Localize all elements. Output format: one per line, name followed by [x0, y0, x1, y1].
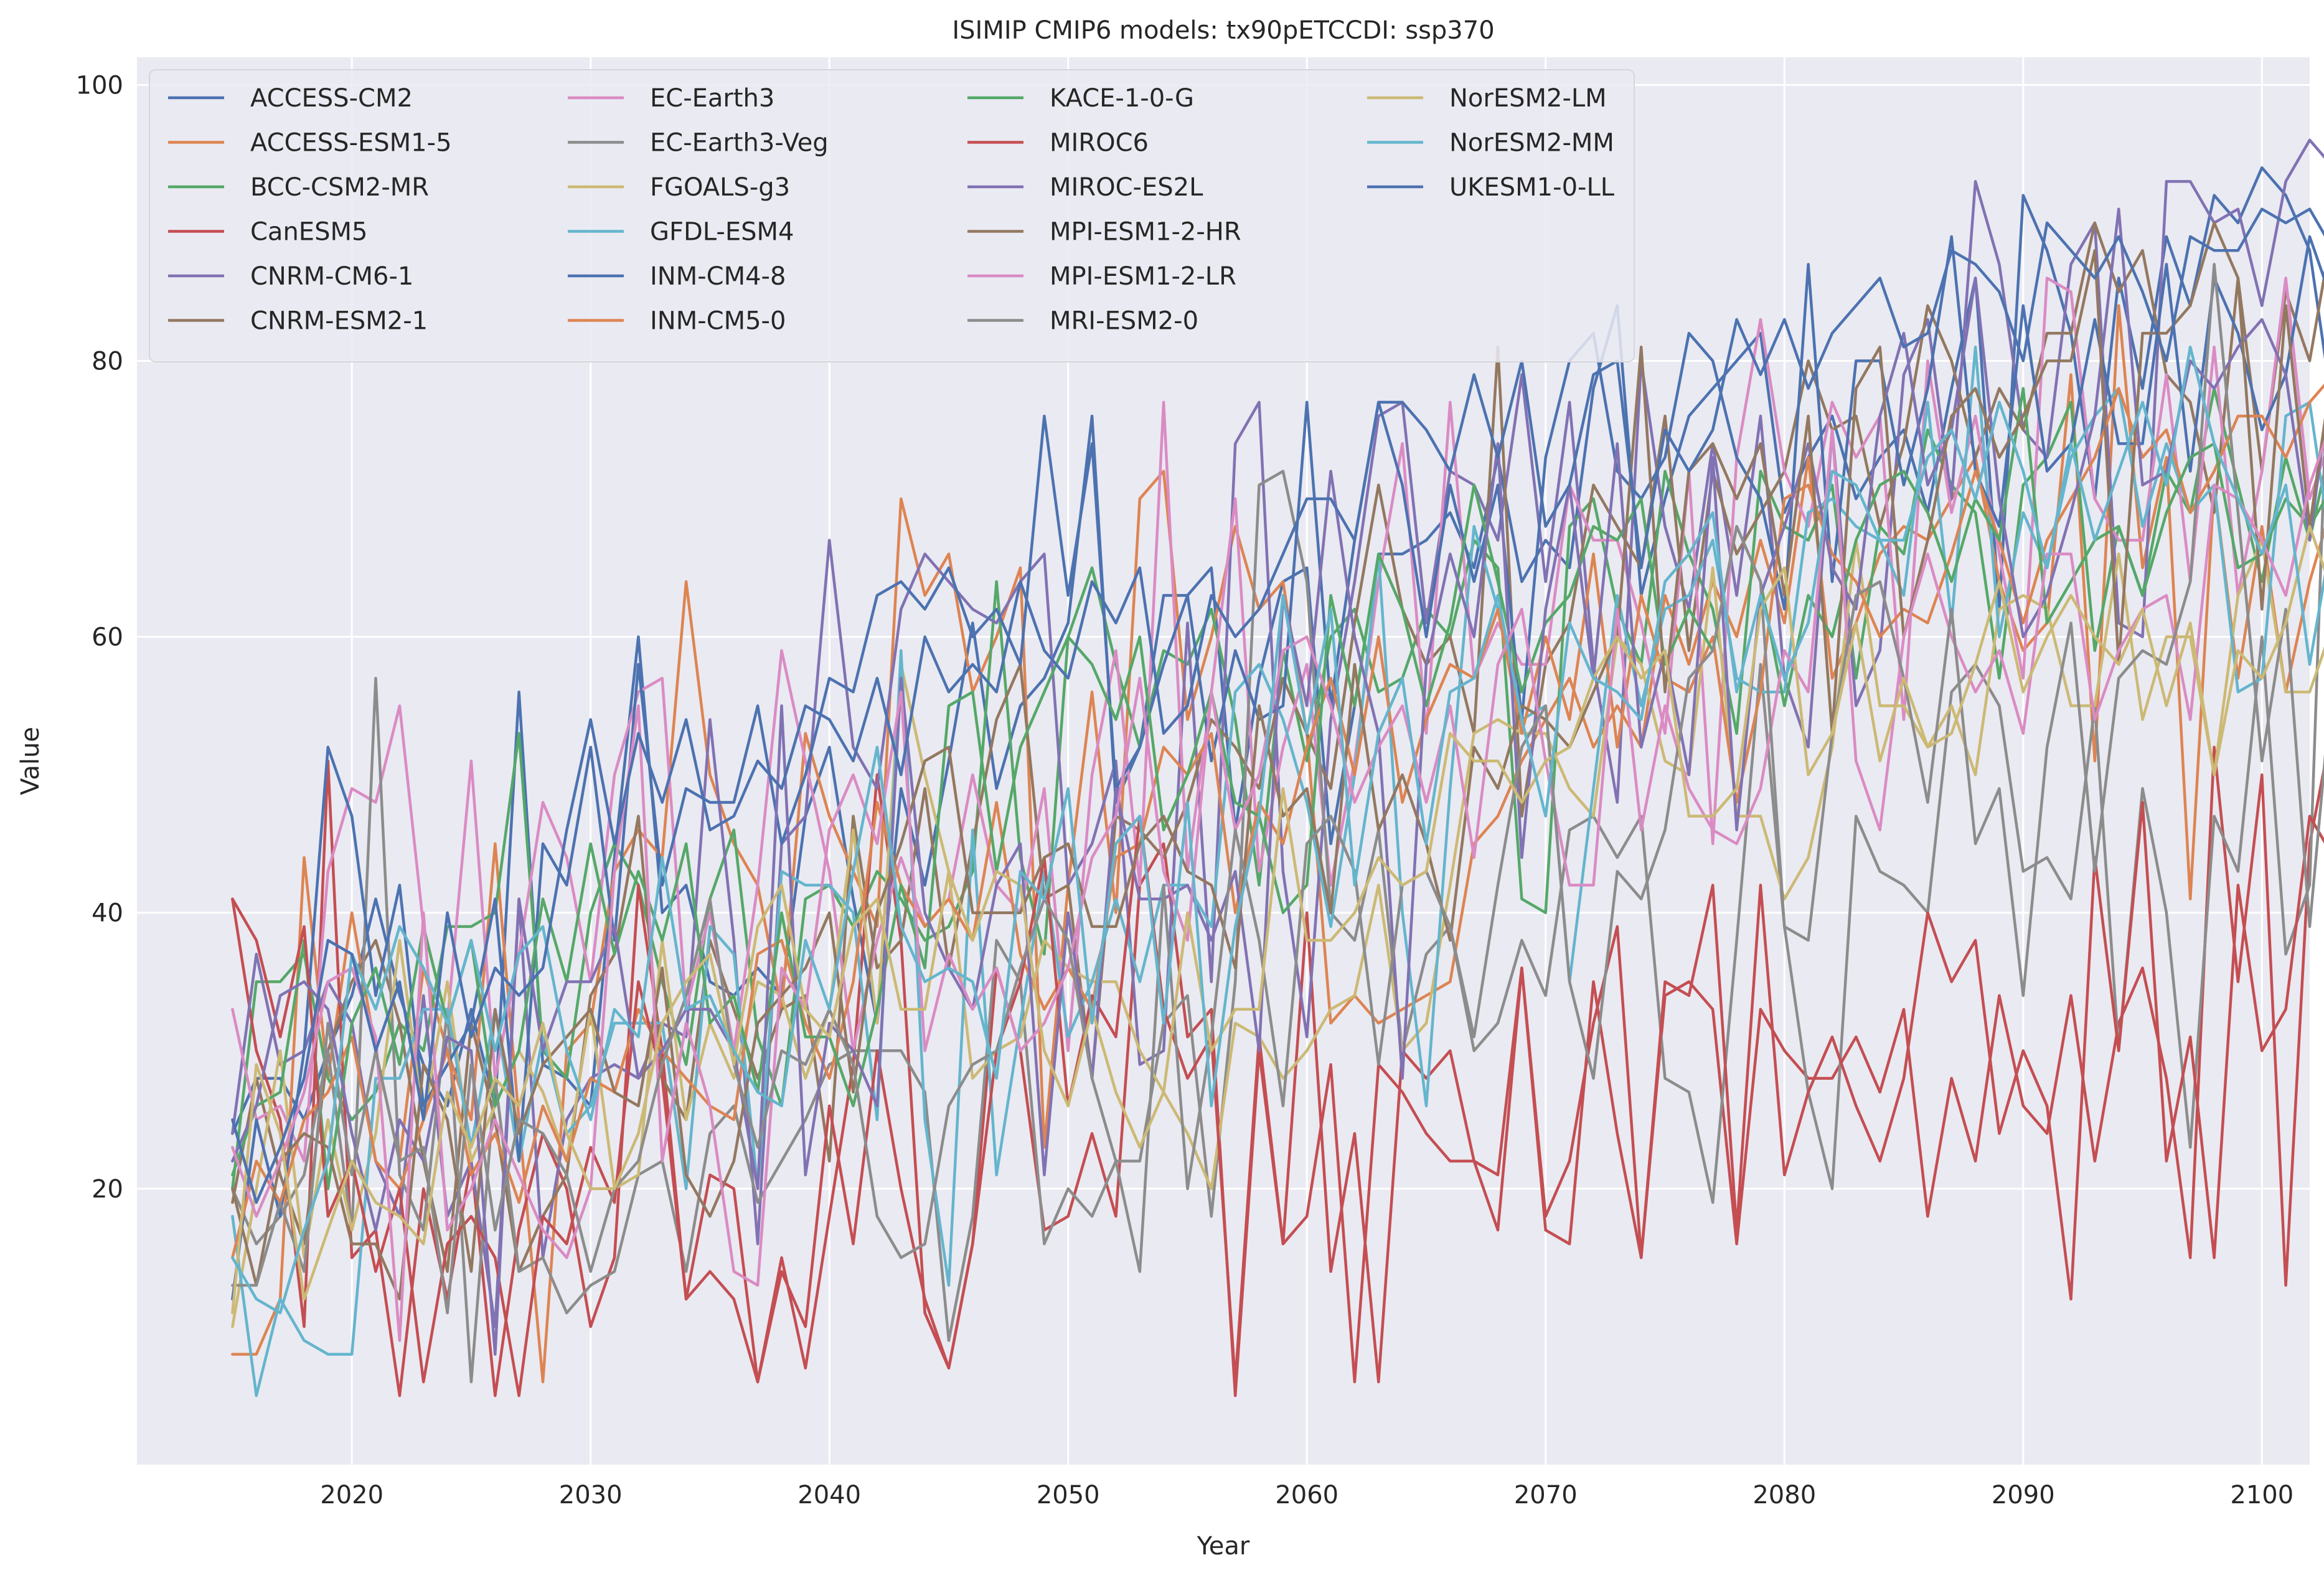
- legend-label: BCC-CSM2-MR: [250, 173, 429, 202]
- legend-label: EC-Earth3: [650, 84, 774, 113]
- legend-label: ACCESS-CM2: [250, 84, 413, 113]
- x-tick-label: 2090: [1992, 1481, 2055, 1509]
- legend-label: NorESM2-LM: [1449, 84, 1607, 113]
- y-tick-label: 100: [76, 71, 123, 100]
- x-axis-label: Year: [1197, 1532, 1250, 1561]
- x-tick-label: 2100: [2230, 1481, 2293, 1509]
- x-tick-label: 2020: [320, 1481, 383, 1509]
- x-tick-label: 2070: [1514, 1481, 1578, 1509]
- legend-label: MRI-ESM2-0: [1050, 307, 1198, 336]
- legend-label: MIROC-ES2L: [1050, 173, 1203, 202]
- legend-label: MPI-ESM1-2-LR: [1050, 262, 1236, 291]
- series-lines: [231, 138, 2324, 1397]
- x-tick-labels: 2020 2030 2040 2050 2060 2070 2080 2090 2100: [320, 1481, 2293, 1509]
- chart-title: ISIMIP CMIP6 models: tx90pETCCDI: ssp370: [952, 16, 1494, 45]
- legend-label: MPI-ESM1-2-HR: [1050, 218, 1241, 247]
- y-axis-label: Value: [16, 727, 45, 795]
- legend-label: CNRM-ESM2-1: [250, 307, 428, 336]
- series-line-bcc-csm2-mr: [231, 387, 2324, 1191]
- series-line-miroc6: [231, 801, 2324, 1397]
- y-tick-label: 80: [92, 347, 123, 376]
- series-line-noresm2-mm: [231, 346, 2324, 1315]
- series-line-kace-1-0-g: [231, 387, 2324, 1191]
- legend-label: FGOALS-g3: [650, 173, 790, 202]
- series-line-ec-earth3: [231, 276, 2324, 1163]
- legend-label: GFDL-ESM4: [650, 218, 794, 247]
- legend-label: NorESM2-MM: [1449, 129, 1614, 158]
- y-tick-label: 20: [92, 1175, 123, 1204]
- legend: ACCESS-CM2 ACCESS-ESM1-5 BCC-CSM2-MR CanESM…: [149, 69, 1635, 362]
- series-line-miroc-es2l: [231, 207, 2324, 1356]
- legend-label: MIROC6: [1050, 129, 1149, 158]
- legend-label: EC-Earth3-Veg: [650, 129, 829, 158]
- y-tick-label: 40: [92, 899, 123, 928]
- legend-label: ACCESS-ESM1-5: [250, 129, 452, 158]
- legend-label: UKESM1-0-LL: [1449, 173, 1615, 202]
- legend-label: KACE-1-0-G: [1050, 84, 1194, 113]
- series-line-noresm2-lm: [231, 525, 2324, 1315]
- series-line-mpi-esm1-2-hr: [231, 221, 2324, 1301]
- y-tick-labels: 20 40 60 80 100: [76, 71, 123, 1204]
- legend-label: INM-CM5-0: [650, 307, 786, 336]
- series-line-ukesm1-0-ll: [231, 207, 2324, 1204]
- x-tick-label: 2040: [797, 1481, 861, 1509]
- x-tick-label: 2030: [559, 1481, 623, 1509]
- legend-frame: [149, 69, 1635, 362]
- legend-label: CanESM5: [250, 218, 367, 247]
- x-tick-label: 2060: [1275, 1481, 1338, 1509]
- y-tick-label: 60: [92, 623, 123, 652]
- x-tick-label: 2050: [1037, 1481, 1100, 1509]
- legend-label: INM-CM4-8: [650, 262, 786, 291]
- x-tick-label: 2080: [1752, 1481, 1816, 1509]
- series-line-cnrm-cm6-1: [231, 138, 2324, 1328]
- legend-label: CNRM-CM6-1: [250, 262, 413, 291]
- series-line-fgoals-g3: [231, 539, 2324, 1328]
